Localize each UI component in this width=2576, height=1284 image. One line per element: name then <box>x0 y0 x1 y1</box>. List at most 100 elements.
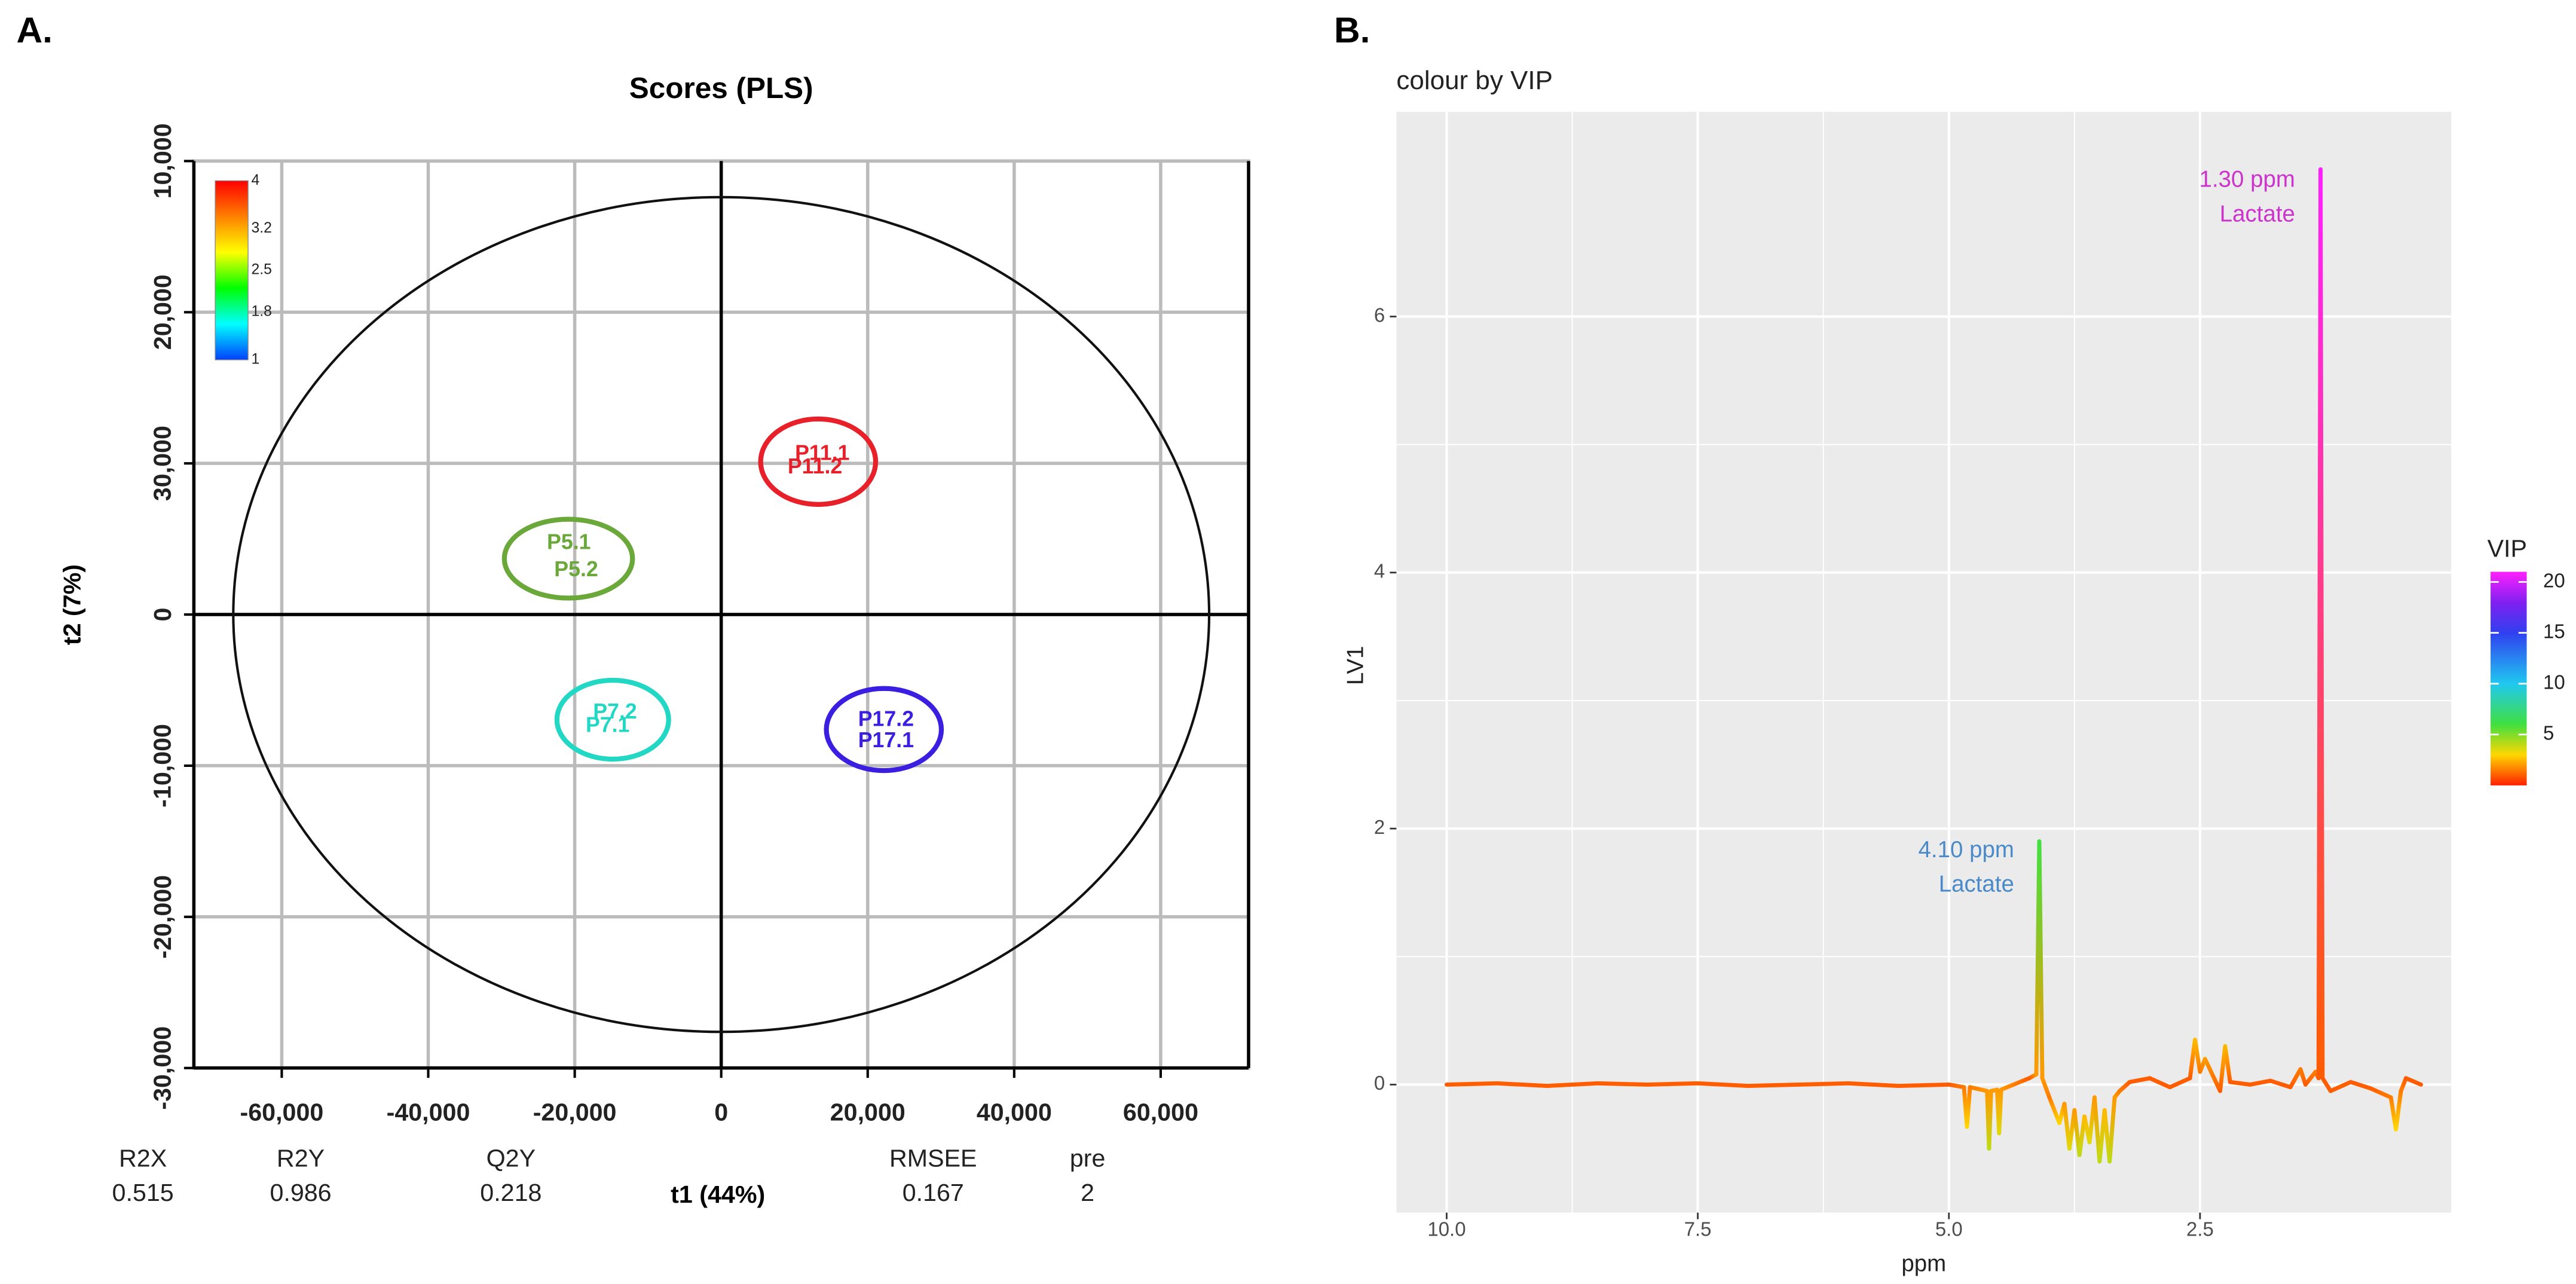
annotation: 1.30 ppm <box>2199 167 2295 192</box>
x-tick-label: -40,000 <box>387 1099 470 1126</box>
legend-title: VIP <box>2488 535 2527 562</box>
spectrum-segment <box>1746 1082 1801 1088</box>
y-tick-label: -30,000 <box>149 1026 176 1110</box>
spectrum-segment <box>2288 1067 2303 1090</box>
stat-value: 0.515 <box>112 1179 174 1206</box>
spectrum-segment <box>2193 1038 2202 1074</box>
spectrum-segment <box>2077 1114 2087 1157</box>
stat-value: 2 <box>1081 1179 1094 1206</box>
y-tick-label: 0 <box>1374 1072 1385 1094</box>
spectrum-segment <box>1997 1087 2003 1136</box>
spectrum-segment <box>1696 1081 1751 1088</box>
spectrum-segment <box>2107 1095 2117 1164</box>
x-tick-label: 60,000 <box>1123 1099 1198 1126</box>
stat-name: R2X <box>119 1144 167 1172</box>
spectrum-segment <box>2228 1080 2253 1087</box>
spectrum-segment <box>2398 1076 2408 1093</box>
y-tick-label: 4 <box>1374 560 1385 582</box>
y-tick-label: 6 <box>1374 304 1385 326</box>
legend-tick-label: 5 <box>2543 722 2554 744</box>
group-ellipse <box>758 416 879 507</box>
spectrum-segment <box>1896 1082 1951 1088</box>
spectrum-segment <box>2248 1078 2273 1087</box>
y-tick-label: -10,000 <box>149 724 176 808</box>
x-tick-label: 20,000 <box>830 1099 905 1126</box>
x-axis-label: ppm <box>1901 1251 1946 1277</box>
stat-name: pre <box>1070 1144 1106 1172</box>
spectrum-segment <box>1987 1089 1993 1151</box>
spectrum-segment <box>2303 1069 2318 1087</box>
legend-colorbar <box>2491 571 2527 785</box>
group-ellipse <box>554 677 671 762</box>
spectrum-segment <box>2348 1080 2373 1091</box>
point-label: P7.2 <box>593 699 637 723</box>
spectrum-segment <box>2047 1095 2062 1126</box>
spectrum-segment <box>2118 1080 2132 1093</box>
confidence-ellipse <box>232 195 1211 1034</box>
y-axis-label: LV1 <box>1343 646 1369 685</box>
spectrum-segment <box>1846 1081 1901 1088</box>
spectrum-segment <box>2147 1076 2172 1090</box>
spectrum-segment <box>2318 167 2325 1081</box>
group-ellipse <box>501 516 635 601</box>
panel-label: B. <box>1334 10 1370 50</box>
colorbar-tick-label: 4 <box>252 172 260 188</box>
spectrum-segment <box>1796 1081 1851 1087</box>
stat-name: R2Y <box>277 1144 325 1172</box>
group-ellipse <box>824 686 944 774</box>
colorbar-tick-label: 3.2 <box>252 220 272 236</box>
x-tick-label: -20,000 <box>533 1099 617 1126</box>
spectrum-segment <box>1595 1081 1650 1087</box>
x-tick-label: 40,000 <box>977 1099 1052 1126</box>
spectrum-segment <box>1947 1082 1966 1090</box>
point-label: P17.2 <box>858 707 914 730</box>
x-tick-label: -60,000 <box>240 1099 324 1126</box>
point-label: P5.2 <box>554 557 598 581</box>
y-axis-label: t2 (7%) <box>59 564 86 645</box>
y-tick-label: 0 <box>149 608 176 622</box>
stat-value: 0.167 <box>902 1179 964 1206</box>
y-tick-label: 30,000 <box>149 426 176 501</box>
annotation: Lactate <box>1939 872 2014 897</box>
annotation: Lactate <box>2220 201 2295 227</box>
x-tick-label: 10.0 <box>1427 1218 1466 1240</box>
x-tick-label: 7.5 <box>1684 1218 1712 1240</box>
x-tick-label: 5.0 <box>1935 1218 1963 1240</box>
chart-title: Scores (PLS) <box>629 72 813 105</box>
colorbar-tick-label: 1.8 <box>252 304 272 320</box>
spectrum-segment <box>1495 1081 1549 1088</box>
chart-title: colour by VIP <box>1396 66 1553 95</box>
spectrum-segment <box>1968 1085 1990 1093</box>
point-label: P17.1 <box>858 728 914 752</box>
spectrum-segment <box>1445 1081 1499 1087</box>
spectrum-segment <box>1545 1081 1599 1088</box>
stat-name: Q2Y <box>487 1144 536 1172</box>
spectrum-segment <box>2404 1076 2424 1087</box>
spectrum-segment <box>2268 1078 2293 1090</box>
spectrum-segment <box>2298 1067 2308 1087</box>
spectrum-segment <box>2037 839 2045 1081</box>
point-label: P11.1 <box>795 441 849 464</box>
spectrum-segment <box>2127 1076 2152 1084</box>
spectrum-segment <box>1965 1085 1972 1129</box>
y-tick-label: 2 <box>1374 816 1385 838</box>
spectrum-segment <box>2320 1076 2333 1093</box>
legend-tick-label: 15 <box>2543 620 2565 642</box>
spectrum-segment <box>2394 1089 2403 1132</box>
legend-tick-label: 10 <box>2543 671 2565 693</box>
stat-name: RMSEE <box>889 1144 977 1172</box>
colorbar-tick-label: 1 <box>252 351 260 368</box>
spectrum-segment <box>2369 1086 2393 1100</box>
spectrum-segment <box>2040 1076 2052 1100</box>
point-label: P7.1 <box>586 713 629 737</box>
spectrum-segment <box>1999 1076 2032 1092</box>
spectrum-segment <box>1645 1081 1700 1087</box>
colorbar <box>215 180 249 360</box>
stat-value: 0.986 <box>270 1179 331 1206</box>
spectrum-segment <box>2202 1057 2222 1093</box>
colorbar-tick-label: 2.5 <box>252 262 272 278</box>
panel-label: A. <box>16 10 52 50</box>
point-label: P11.2 <box>788 454 842 478</box>
